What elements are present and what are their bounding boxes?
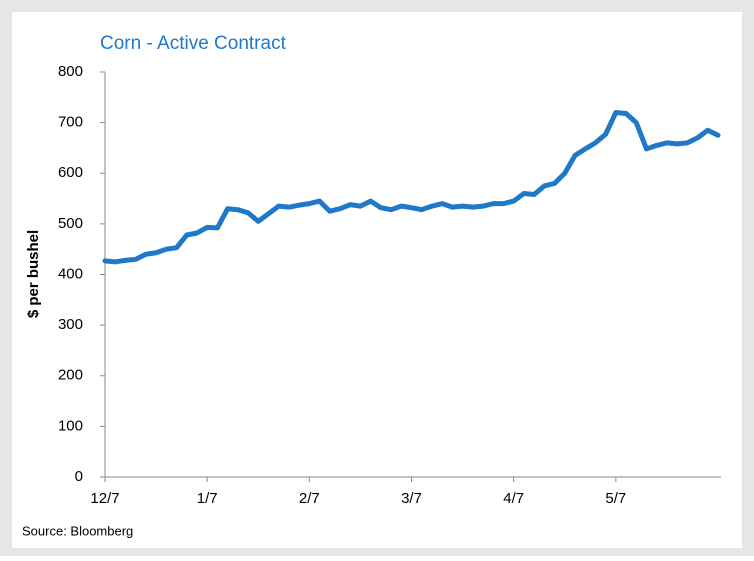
y-tick-label: 200 bbox=[58, 367, 83, 384]
x-tick-label: 3/7 bbox=[401, 490, 422, 507]
y-tick-label: 800 bbox=[58, 63, 83, 80]
y-axis-label: $ per bushel bbox=[25, 230, 42, 318]
x-tick-label: 12/7 bbox=[90, 490, 119, 507]
y-tick-label: 0 bbox=[75, 468, 83, 485]
x-tick-label: 4/7 bbox=[503, 490, 524, 507]
line-series bbox=[102, 110, 721, 265]
y-tick-label: 300 bbox=[58, 316, 83, 333]
y-tick-label: 700 bbox=[58, 114, 83, 131]
y-tick-label: 100 bbox=[58, 417, 83, 434]
panel bbox=[12, 12, 742, 548]
source-note: Source: Bloomberg bbox=[22, 523, 133, 538]
chart-title: Corn - Active Contract bbox=[100, 33, 287, 54]
y-tick-label: 500 bbox=[58, 215, 83, 232]
y-tick-label: 600 bbox=[58, 164, 83, 181]
x-tick-label: 2/7 bbox=[299, 490, 320, 507]
x-tick-label: 5/7 bbox=[605, 490, 626, 507]
x-tick-label: 1/7 bbox=[197, 490, 218, 507]
y-tick-label: 400 bbox=[58, 265, 83, 282]
